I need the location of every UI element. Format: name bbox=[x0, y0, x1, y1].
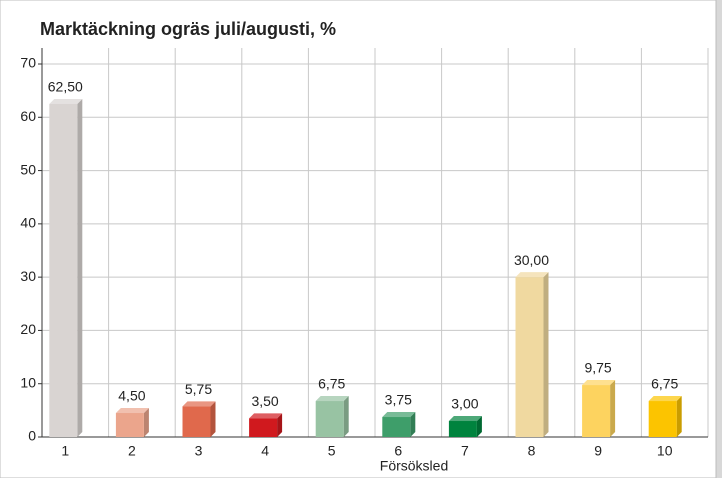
x-tick-label: 3 bbox=[195, 443, 203, 459]
bar bbox=[648, 401, 677, 437]
data-label: 6,75 bbox=[651, 376, 678, 392]
bar bbox=[249, 418, 278, 437]
data-label: 4,50 bbox=[118, 388, 145, 404]
y-tick-label: 40 bbox=[20, 215, 36, 231]
bar-side bbox=[476, 416, 482, 437]
bar bbox=[315, 401, 344, 437]
y-tick-label: 0 bbox=[28, 428, 36, 444]
data-label: 3,75 bbox=[385, 392, 412, 408]
data-label: 3,50 bbox=[251, 393, 278, 409]
bar-side bbox=[277, 413, 283, 437]
bar-top bbox=[648, 396, 682, 402]
bar-top bbox=[582, 380, 616, 386]
x-tick-label: 6 bbox=[394, 443, 402, 459]
x-tick-label: 9 bbox=[594, 443, 602, 459]
bar bbox=[115, 413, 144, 437]
x-tick-label: 5 bbox=[328, 443, 336, 459]
data-label: 62,50 bbox=[48, 79, 83, 95]
x-tick-label: 7 bbox=[461, 443, 469, 459]
bar-side bbox=[410, 412, 416, 437]
bar-top bbox=[249, 413, 283, 419]
bar-side bbox=[343, 396, 349, 437]
y-tick-label: 20 bbox=[20, 321, 36, 337]
bar-top bbox=[448, 416, 482, 422]
y-tick-label: 10 bbox=[20, 374, 36, 390]
x-tick-label: 10 bbox=[657, 443, 673, 459]
bar-side bbox=[143, 408, 149, 437]
bar-top bbox=[315, 396, 349, 402]
bar-side bbox=[543, 272, 549, 437]
x-tick-label: 1 bbox=[61, 443, 69, 459]
bar bbox=[582, 385, 611, 437]
y-tick-label: 30 bbox=[20, 268, 36, 284]
bar-top bbox=[49, 98, 83, 104]
x-tick-label: 2 bbox=[128, 443, 136, 459]
x-tick-label: 8 bbox=[528, 443, 536, 459]
bar bbox=[515, 277, 544, 437]
bar-side bbox=[77, 98, 83, 437]
data-label: 5,75 bbox=[185, 381, 212, 397]
y-tick-label: 70 bbox=[20, 55, 36, 71]
bar-side bbox=[210, 401, 216, 437]
x-tick-label: 4 bbox=[261, 443, 269, 459]
bar-top bbox=[382, 412, 416, 418]
chart-title: Marktäckning ogräs juli/augusti, % bbox=[40, 19, 336, 39]
data-label: 6,75 bbox=[318, 376, 345, 392]
x-axis-label: Försöksled bbox=[380, 458, 448, 474]
data-label: 3,00 bbox=[451, 396, 478, 412]
bar bbox=[382, 417, 411, 437]
bar-top bbox=[515, 272, 549, 278]
bar-side bbox=[676, 396, 682, 437]
bar-top bbox=[115, 408, 149, 414]
y-tick-label: 50 bbox=[20, 161, 36, 177]
bar bbox=[448, 421, 477, 437]
bar-side bbox=[610, 380, 616, 437]
bar-top bbox=[182, 401, 216, 407]
data-label: 30,00 bbox=[514, 252, 549, 268]
bar bbox=[182, 406, 211, 437]
y-tick-label: 60 bbox=[20, 108, 36, 124]
data-label: 9,75 bbox=[584, 360, 611, 376]
bar bbox=[49, 103, 78, 437]
